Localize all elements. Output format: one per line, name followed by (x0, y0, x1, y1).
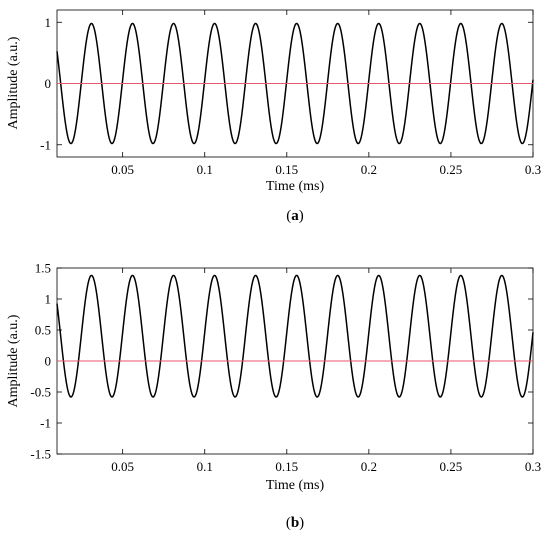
panel-b: -1.5 -1 -0.5 0 0.5 1 1.5 0.05 0.1 0.15 0.2 0.25 0.3… (6, 261, 541, 532)
x-tick-label: 0.15 (275, 459, 298, 474)
x-tick-label: 0.15 (275, 162, 298, 177)
y-tick-label: 0 (45, 354, 52, 369)
caption-close: ) (299, 515, 304, 531)
y-tick-label: -1 (40, 416, 51, 431)
x-ticks: 0.05 0.1 0.15 0.2 0.25 0.3 (111, 268, 541, 474)
x-tick-label: 0.1 (197, 162, 213, 177)
x-tick-label: 0.1 (197, 459, 213, 474)
x-tick-label: 0.3 (525, 162, 541, 177)
y-tick-label: 1 (45, 15, 52, 30)
caption-b: (b) (286, 515, 304, 531)
series-group (56, 274, 534, 398)
series-group (56, 22, 534, 145)
y-tick-label: -1 (40, 137, 51, 152)
y-ticks: -1.5 -1 -0.5 0 0.5 1 1.5 (30, 261, 533, 462)
panel-a: -1 0 1 0.05 0.1 0.15 0.2 0.25 0.3 Time (ms) Amp… (6, 9, 541, 224)
caption-letter: b (291, 515, 299, 531)
signal-series (56, 22, 534, 145)
y-axis-label: Amplitude (a.u.) (6, 314, 21, 407)
y-tick-label: 0.5 (35, 323, 51, 338)
caption-close: ) (299, 208, 304, 224)
y-tick-label: -0.5 (30, 385, 51, 400)
signal-series (56, 274, 534, 398)
y-axis-label: Amplitude (a.u.) (6, 36, 21, 129)
caption-open: ( (286, 208, 291, 224)
x-axis-label: Time (ms) (266, 179, 325, 194)
y-tick-label: 1.5 (35, 261, 51, 276)
x-axis-label: Time (ms) (266, 478, 325, 493)
caption-letter: a (291, 208, 299, 224)
x-tick-label: 0.05 (111, 162, 134, 177)
x-tick-label: 0.25 (440, 459, 463, 474)
x-tick-label: 0.3 (525, 459, 541, 474)
x-tick-label: 0.2 (361, 162, 377, 177)
y-tick-label: 1 (45, 292, 52, 307)
x-tick-label: 0.25 (440, 162, 463, 177)
x-tick-label: 0.05 (111, 459, 134, 474)
x-ticks: 0.05 0.1 0.15 0.2 0.25 0.3 (111, 10, 541, 177)
x-tick-label: 0.2 (361, 459, 377, 474)
caption-a: (a) (286, 208, 304, 224)
caption-open: ( (286, 515, 291, 531)
y-tick-label: 0 (45, 76, 52, 91)
y-tick-label: -1.5 (30, 447, 51, 462)
